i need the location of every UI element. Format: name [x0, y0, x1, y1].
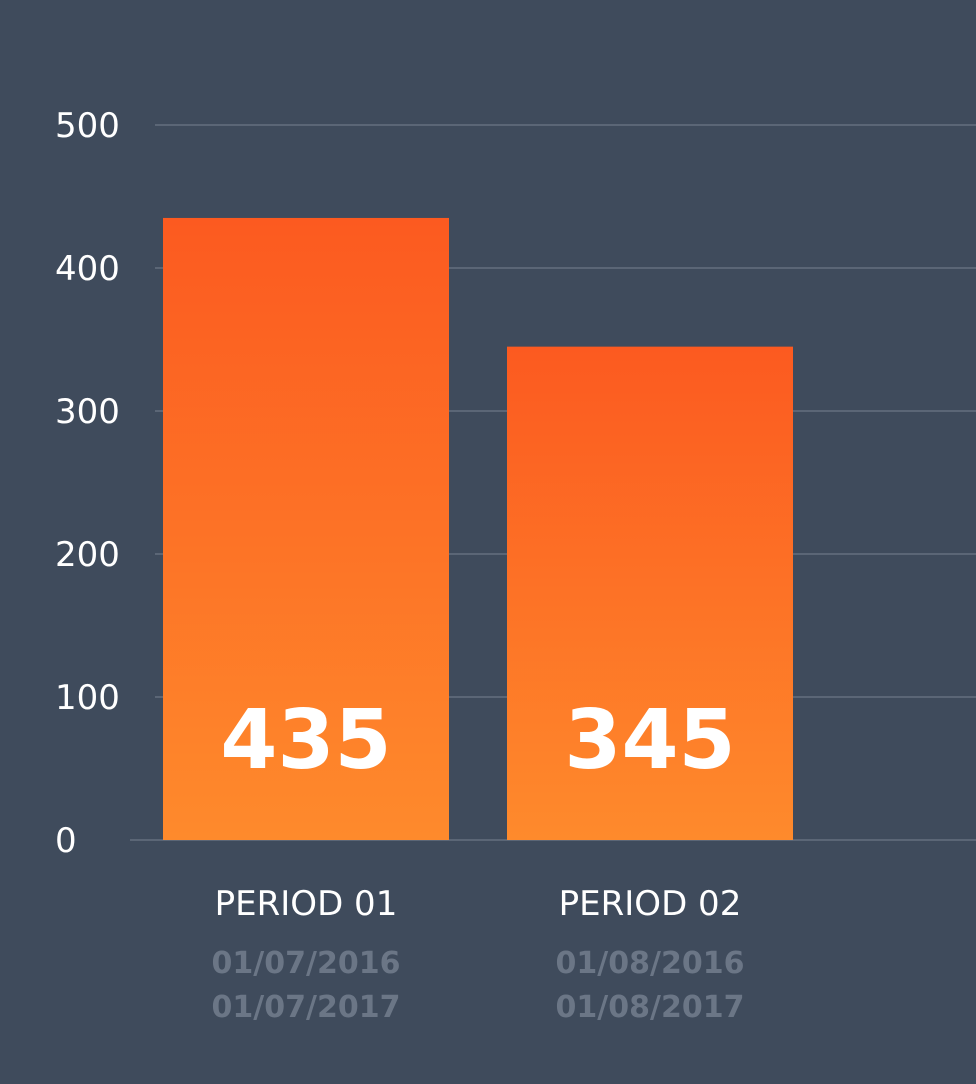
category-date-label: 01/08/2017 [556, 990, 745, 1025]
category-label: PERIOD 02 [559, 884, 742, 924]
y-tick-label: 100 [55, 678, 120, 718]
y-tick-label: 400 [55, 249, 120, 289]
bar-value-label: 435 [220, 693, 391, 788]
bars [163, 217, 793, 840]
x-axis-categories: PERIOD 01 01/07/2016 01/07/2017 PERIOD 02 01… [212, 884, 745, 1025]
y-tick-label: 500 [55, 106, 120, 146]
y-tick-label: 0 [55, 821, 77, 861]
y-tick-label: 300 [55, 392, 120, 432]
category-date-label: 01/07/2016 [212, 946, 401, 981]
y-axis-ticks: 0 100 200 300 400 500 [55, 106, 120, 861]
bar [163, 217, 449, 840]
y-tick-label: 200 [55, 535, 120, 575]
category-label: PERIOD 01 [215, 884, 398, 924]
category-date-label: 01/07/2017 [212, 990, 401, 1025]
bar-value-labels: 435 345 [220, 693, 735, 788]
bar [507, 346, 793, 840]
category-date-label: 01/08/2016 [556, 946, 745, 981]
bar-value-label: 345 [564, 693, 735, 788]
